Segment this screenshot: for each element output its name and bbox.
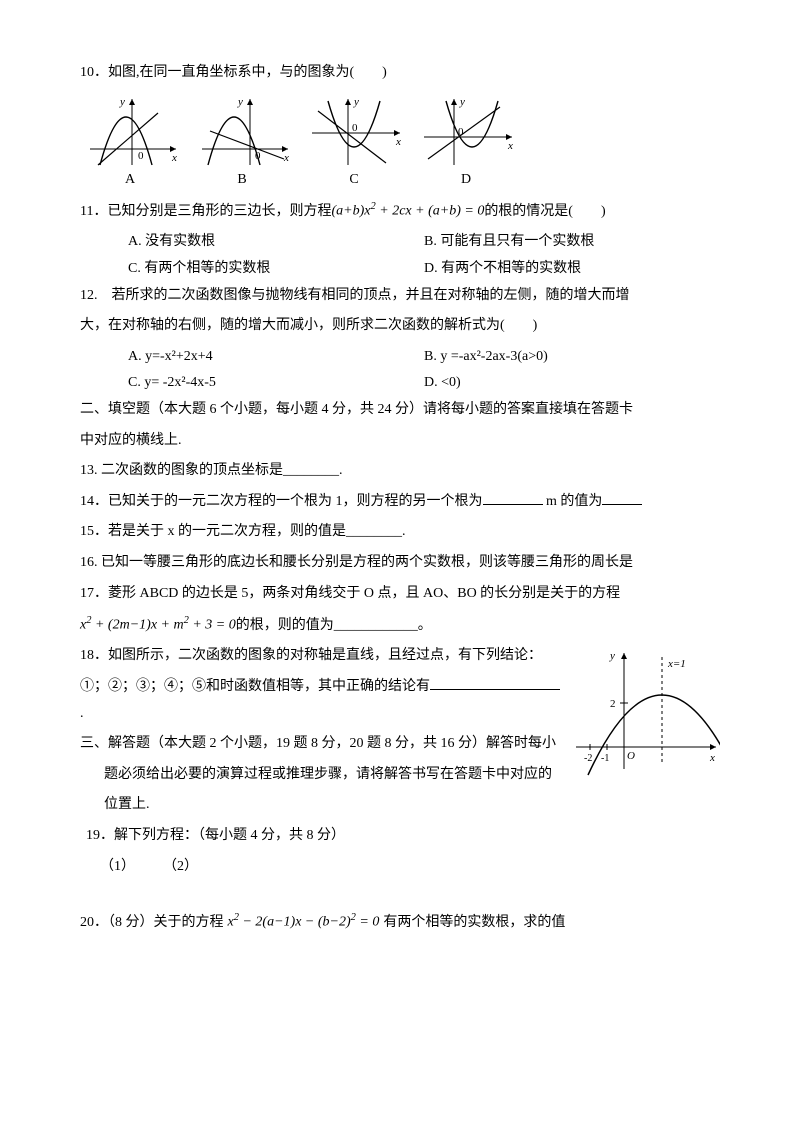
q20-formula: x2 − 2(a−1)x − (b−2)2 = 0 (228, 908, 380, 936)
q18-graph: x y O x=1 2 -2 -1 (570, 647, 720, 777)
q10-label-D: D (461, 167, 471, 194)
origin-label: 0 (138, 150, 144, 162)
q10-label-B: B (237, 167, 246, 194)
svg-text:x: x (283, 152, 289, 164)
q20-post: 有两个相等的实数根，求的值 (383, 910, 565, 937)
q12-line1: 12. 若所求的二次函数图像与抛物线有相同的顶点，并且在对称轴的左侧，随的增大而… (80, 283, 720, 310)
q12-opts-row2: C. y= -2x²-4x-5 D. <0) (128, 370, 720, 397)
q12-opt-D: D. <0) (424, 370, 720, 397)
q16: 16. 已知一等腰三角形的底边长和腰长分别是方程的两个实数根，则该等腰三角形的周… (80, 550, 720, 577)
q10-graph-D: 0 x y D (416, 93, 516, 194)
svg-text:-1: -1 (601, 753, 609, 764)
q11-opt-A: A. 没有实数根 (128, 229, 424, 256)
q18-line2-pre: ①；②；③；④；⑤和时函数值相等，其中正确的结论有 (80, 679, 430, 694)
q15: 15．若是关于 x 的一元二次方程，则的值是________. (80, 519, 720, 546)
svg-text:x: x (507, 140, 513, 152)
q10-label-C: C (349, 167, 358, 194)
svg-text:2: 2 (610, 698, 616, 710)
svg-text:x=1: x=1 (667, 658, 686, 670)
svg-text:-2: -2 (584, 753, 592, 764)
q12-opt-C: C. y= -2x²-4x-5 (128, 370, 424, 397)
q12-opt-A: A. y=-x²+2x+4 (128, 344, 424, 371)
q11-opt-D: D. 有两个不相等的实数根 (424, 256, 720, 283)
svg-text:0: 0 (352, 122, 358, 134)
q14-blank1 (483, 490, 543, 505)
q10-graph-B: 0 x y B (192, 93, 292, 194)
q11-opts-row1: A. 没有实数根 B. 可能有且只有一个实数根 (128, 229, 720, 256)
svg-text:x: x (395, 136, 401, 148)
q20-pre: 20．（8 分）关于的方程 (80, 910, 224, 937)
q19-parts: （1） （2） (100, 854, 720, 881)
q17-post: 的根，则的值为____________。 (236, 613, 432, 640)
q12-line2: 大，在对称轴的右侧，随的增大而减小，则所求二次函数的解析式为( ) (80, 313, 720, 340)
q19-title: 19．解下列方程：（每小题 4 分，共 8 分） (86, 823, 720, 850)
q10-graph-C: 0 x y C (304, 93, 404, 194)
section2-line1: 二、填空题（本大题 6 个小题，每小题 4 分，共 24 分）请将每小题的答案直… (80, 397, 720, 424)
q18-blank (430, 675, 560, 690)
q11-formula: (a+b)x2 + 2cx + (a+b) = 0 (331, 197, 484, 225)
q11-stem: 11．已知分别是三角形的三边长，则方程 (a+b)x2 + 2cx + (a+b… (80, 197, 720, 225)
svg-text:y: y (353, 96, 359, 108)
q17-formula: x2 + (2m−1)x + m2 + 3 = 0 (80, 611, 236, 639)
q17-line1: 17．菱形 ABCD 的边长是 5，两条对角线交于 O 点，且 AO、BO 的长… (80, 581, 720, 608)
q10-stem: 10．如图,在同一直角坐标系中，与的图象为( ) (80, 60, 720, 87)
q12-opt-B: B. y =-ax²-2ax-3(a>0) (424, 344, 720, 371)
svg-text:x: x (709, 752, 715, 764)
q14-mid: m 的值为 (546, 494, 602, 509)
q14: 14．已知关于的一元二次方程的一个根为 1，则方程的另一个根为 m 的值为 (80, 489, 720, 516)
q11-opts-row2: C. 有两个相等的实数根 D. 有两个不相等的实数根 (128, 256, 720, 283)
svg-text:y: y (459, 96, 465, 108)
q10-label-A: A (125, 167, 135, 194)
q14-blank2 (602, 490, 642, 505)
x-label: x (171, 152, 177, 164)
q11-opt-B: B. 可能有且只有一个实数根 (424, 229, 720, 256)
q11-post: 的根的情况是( ) (484, 199, 605, 226)
q11-opt-C: C. 有两个相等的实数根 (128, 256, 424, 283)
y-label: y (119, 96, 125, 108)
q18-line2-post: . (80, 706, 84, 721)
section2-line2: 中对应的横线上. (80, 428, 720, 455)
section3-line3: 位置上. (104, 792, 720, 819)
q10-graph-A: 0 x y A (80, 93, 180, 194)
q13: 13. 二次函数的图象的顶点坐标是________. (80, 458, 720, 485)
svg-text:y: y (237, 96, 243, 108)
q20: 20．（8 分）关于的方程 x2 − 2(a−1)x − (b−2)2 = 0 … (80, 908, 720, 936)
q14-pre: 14．已知关于的一元二次方程的一个根为 1，则方程的另一个根为 (80, 494, 483, 509)
svg-text:O: O (627, 750, 635, 762)
svg-text:y: y (609, 650, 615, 662)
q12-opts-row1: A. y=-x²+2x+4 B. y =-ax²-2ax-3(a>0) (128, 344, 720, 371)
q10-graph-row: 0 x y A 0 x y B (80, 93, 720, 194)
q11-pre: 11．已知分别是三角形的三边长，则方程 (80, 199, 331, 226)
q17-line2: x2 + (2m−1)x + m2 + 3 = 0 的根，则的值为_______… (80, 611, 720, 639)
